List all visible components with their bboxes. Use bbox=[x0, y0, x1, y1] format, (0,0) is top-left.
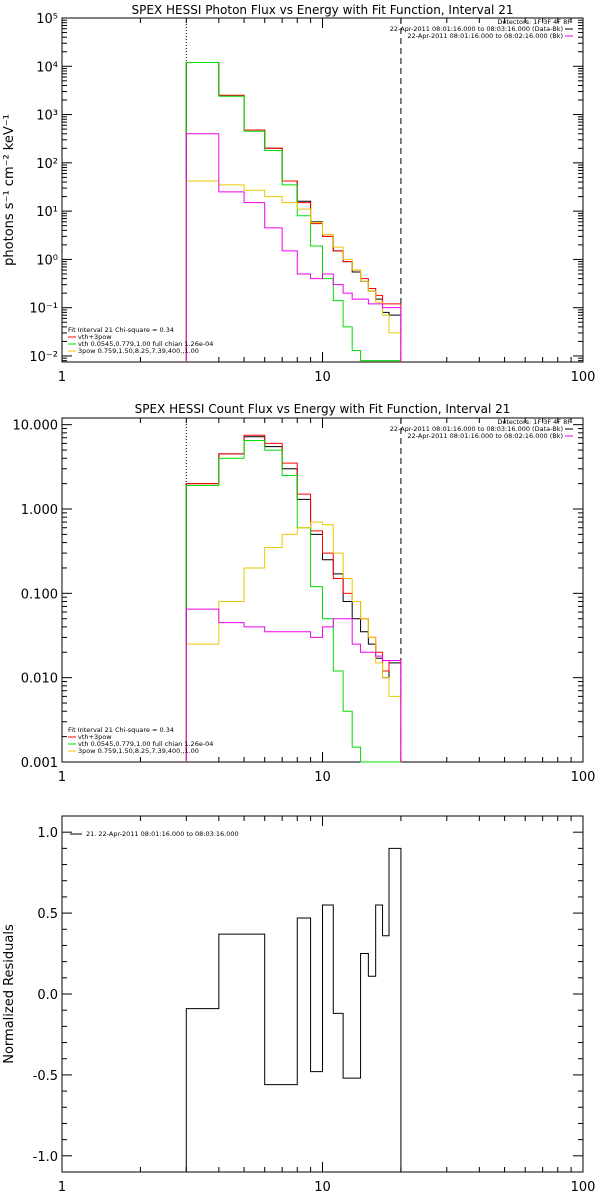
y-tick-label: 10² bbox=[36, 157, 58, 172]
legend-text: 21. 22-Apr-2011 08:01:16.000 to 08:03:16… bbox=[86, 830, 239, 838]
fit-info-text: Fit Interval 21 Chi-square = 0.34 bbox=[68, 326, 174, 334]
chart-panel-3: 1 10 100 -1.0 -0.5 0.0 0.5 1.0 Normalized Residu… bbox=[2, 815, 596, 1195]
fit-info-text: 3pow 0.759,1.50,8.25,7.39,400.,1.00 bbox=[78, 347, 199, 355]
plot-frame bbox=[61, 17, 584, 363]
series-magenta-line bbox=[185, 133, 402, 362]
x-tick-label: 1 bbox=[58, 370, 66, 385]
y-tick-label: 0.5 bbox=[37, 907, 58, 922]
header-text: 22-Apr-2011 08:01:16.000 to 08:03:16.000… bbox=[390, 425, 563, 433]
header-text: 22-Apr-2011 08:01:16.000 to 08:02:16.000… bbox=[407, 32, 563, 40]
y-tick-label: 10¹ bbox=[36, 205, 58, 220]
header-text: 22-Apr-2011 08:01:16.000 to 08:03:16.000… bbox=[390, 25, 563, 33]
y-axis-label: photons s⁻¹ cm⁻² keV⁻¹ bbox=[2, 114, 17, 266]
x-tick-label: 100 bbox=[571, 1180, 596, 1195]
y-tick-label: -0.5 bbox=[33, 1069, 58, 1084]
x-tick-label: 10 bbox=[314, 770, 331, 785]
series-red-line bbox=[185, 61, 402, 362]
series-black-line bbox=[185, 61, 402, 362]
y-tick-label: 10⁻¹ bbox=[29, 302, 58, 317]
y-tick-label: 0.100 bbox=[21, 587, 58, 602]
y-tick-label: 10⁴ bbox=[36, 60, 58, 75]
fit-info-text: Fit Interval 21 Chi-square = 0.34 bbox=[68, 726, 174, 734]
fit-info-text: vth 0.0545,0.779,1.00 full chian 1.26e-0… bbox=[78, 340, 213, 348]
chart-title: SPEX HESSI Count Flux vs Energy with Fit… bbox=[135, 402, 511, 416]
series-black-line bbox=[185, 847, 402, 1172]
y-tick-label: 1.000 bbox=[21, 503, 58, 518]
fit-info-text: 3pow 0.759,1.50,8.25,7.39,400.,1.00 bbox=[78, 747, 199, 755]
series-green-line bbox=[185, 61, 402, 362]
chart-panel-2: SPEX HESSI Count Flux vs Energy with Fit… bbox=[13, 402, 596, 785]
x-tick-label: 100 bbox=[571, 370, 596, 385]
header-text: Detectors: 1F 3F 4F 8F bbox=[497, 418, 571, 426]
y-tick-label: 10.000 bbox=[13, 419, 59, 434]
x-tick-label: 1 bbox=[58, 770, 66, 785]
chart-panel-1: SPEX HESSI Photon Flux vs Energy with Fi… bbox=[2, 3, 595, 385]
x-tick-label: 1 bbox=[58, 1180, 66, 1195]
fit-info-text: vth+3pow bbox=[78, 333, 112, 341]
fit-info-text: vth+3pow bbox=[78, 733, 112, 741]
y-tick-label: 0.010 bbox=[21, 672, 58, 687]
y-tick-label: 10⁰ bbox=[36, 253, 58, 268]
series-magenta-line bbox=[185, 608, 402, 762]
fit-info-text: vth 0.0545,0.779,1.00 full chian 1.26e-0… bbox=[78, 740, 213, 748]
header-text: Detectors: 1F 3F 4F 8F bbox=[497, 18, 571, 26]
x-tick-label: 100 bbox=[571, 770, 596, 785]
y-tick-label: -1.0 bbox=[33, 1150, 58, 1165]
series-green-line bbox=[185, 439, 401, 763]
x-tick-label: 10 bbox=[314, 1180, 331, 1195]
header-text: 22-Apr-2011 08:01:16.000 to 08:02:16.000… bbox=[407, 432, 563, 440]
y-tick-label: 10⁻² bbox=[29, 350, 58, 365]
y-tick-label: 0.001 bbox=[21, 756, 58, 771]
y-tick-label: 1.0 bbox=[37, 826, 58, 841]
chart-title: SPEX HESSI Photon Flux vs Energy with Fi… bbox=[132, 3, 514, 17]
x-tick-label: 10 bbox=[314, 370, 331, 385]
y-tick-label: 10⁵ bbox=[36, 12, 58, 27]
y-axis-label: Normalized Residuals bbox=[2, 924, 17, 1064]
y-tick-label: 0.0 bbox=[37, 988, 58, 1003]
series-yellow-line bbox=[185, 521, 402, 762]
series-red-line bbox=[185, 434, 402, 762]
series-yellow-line bbox=[185, 180, 402, 362]
y-tick-label: 10³ bbox=[36, 109, 58, 124]
